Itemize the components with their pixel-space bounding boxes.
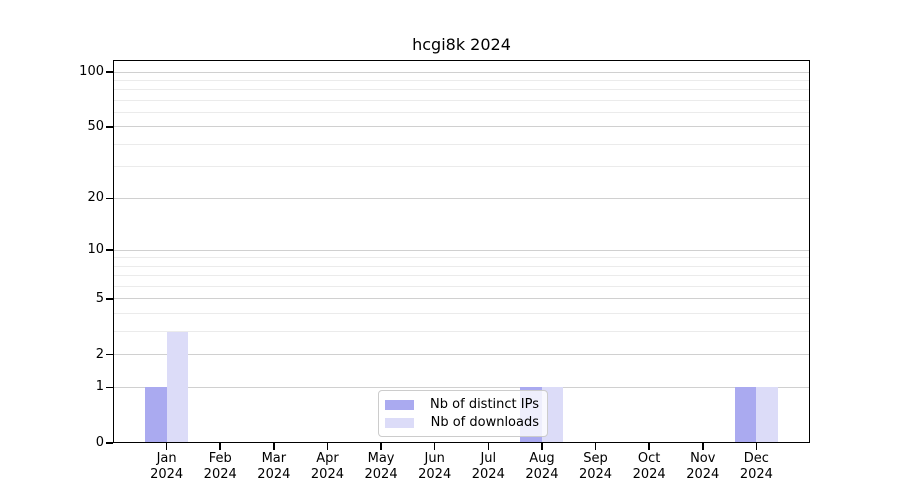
y-tick-mark [106,386,113,389]
bar-downloads-jan [166,331,189,443]
x-tick-label-jun: Jun 2024 [418,451,452,482]
y-gridline-major [113,71,810,73]
y-gridline-minor [113,89,810,91]
bar-downloads-dec [756,387,778,443]
x-tick-label-feb: Feb 2024 [203,451,237,482]
legend-swatch-downloads-icon [385,417,414,428]
y-tick-mark [106,298,113,300]
x-tick-label-nov: Nov 2024 [686,451,720,482]
y-gridline-minor [113,286,810,288]
x-tick-mark [648,443,650,450]
x-tick-mark [165,443,168,450]
y-tick-label: 10 [87,242,104,258]
x-tick-mark [273,443,275,450]
y-tick-mark [106,126,113,128]
y-tick-label: 20 [87,190,104,206]
y-tick-label: 5 [95,290,104,306]
x-tick-mark [541,443,543,450]
y-gridline-minor [113,79,810,81]
x-tick-label-may: May 2024 [364,451,398,482]
y-gridline-minor [113,166,810,168]
x-tick-label-jul: Jul 2024 [471,451,505,482]
x-tick-mark [702,443,704,450]
y-tick-label: 0 [95,435,104,450]
y-tick-mark [106,71,113,73]
y-gridline-minor [113,275,810,277]
x-tick-mark [219,443,221,450]
y-gridline-minor [113,112,810,114]
y-gridline-minor [113,331,810,333]
bar-distinct-ips-jan [145,387,167,443]
y-gridline-major [113,298,810,300]
x-tick-mark [433,443,436,450]
y-tick-mark [106,353,113,356]
y-gridline-major [113,386,810,388]
y-gridline-minor [113,257,810,259]
y-tick-mark [106,442,113,444]
y-gridline-major [113,249,810,251]
plot-area-border [113,59,810,443]
y-gridline-minor [113,99,810,101]
chart-title: hcgi8k 2024 [412,35,511,54]
legend-label-distinct-ips: Nb of distinct IPs [430,396,539,412]
y-tick-mark [106,249,113,251]
x-tick-mark [594,443,597,450]
x-tick-label-mar: Mar 2024 [257,451,291,482]
x-tick-mark [380,443,382,450]
y-tick-label: 2 [95,346,104,362]
y-gridline-major [113,354,810,356]
x-tick-label-apr: Apr 2024 [310,451,344,482]
y-tick-label: 50 [87,118,104,134]
x-tick-label-jan: Jan 2024 [150,451,184,482]
x-tick-mark [487,443,490,450]
y-gridline-major [113,126,810,128]
x-tick-label-dec: Dec 2024 [739,451,773,482]
legend-row-downloads: Nb of downloads [385,414,539,430]
y-gridline-minor [113,265,810,267]
x-tick-label-aug: Aug 2024 [525,451,559,482]
x-tick-label-sep: Sep 2024 [578,451,613,482]
legend-swatch-distinct-ips-icon [385,399,414,410]
x-tick-mark [755,443,758,450]
legend-row-distinct-ips: Nb of distinct IPs [385,396,539,412]
legend-label-downloads: Nb of downloads [430,414,539,430]
y-tick-label: 100 [79,64,104,79]
y-gridline-minor [113,313,810,315]
bar-distinct-ips-dec [734,387,757,443]
y-gridline-major [113,197,810,199]
legend: Nb of distinct IPs Nb of downloads [378,390,548,437]
x-tick-mark [326,443,329,450]
y-tick-label: 1 [95,379,104,395]
y-tick-mark [106,197,113,199]
y-gridline-minor [113,143,810,145]
x-tick-label-oct: Oct 2024 [632,451,666,482]
